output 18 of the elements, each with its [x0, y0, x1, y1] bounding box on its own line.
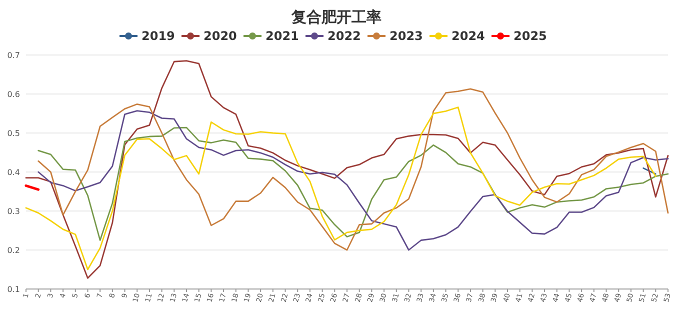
- legend-label: 2022: [328, 29, 361, 43]
- legend-label: 2021: [266, 29, 299, 43]
- legend-label: 2023: [390, 29, 423, 43]
- line-series: [25, 106, 656, 270]
- y-tick-label: 0.5: [7, 129, 20, 138]
- legend-label: 2025: [514, 29, 547, 43]
- y-tick-label: 0.3: [7, 207, 20, 216]
- legend-label: 2019: [142, 29, 175, 43]
- y-tick-label: 0.2: [7, 246, 20, 255]
- y-tick-label: 0.1: [7, 285, 20, 294]
- y-tick-label: 0.6: [7, 90, 20, 99]
- line-series: [25, 60, 669, 279]
- legend-label: 2020: [204, 29, 237, 43]
- chart-title: 复合肥开工率: [290, 8, 382, 26]
- legend-label: 2024: [452, 29, 485, 43]
- y-tick-label: 0.4: [7, 168, 20, 177]
- line-series: [38, 126, 669, 241]
- y-tick-label: 0.7: [7, 51, 20, 60]
